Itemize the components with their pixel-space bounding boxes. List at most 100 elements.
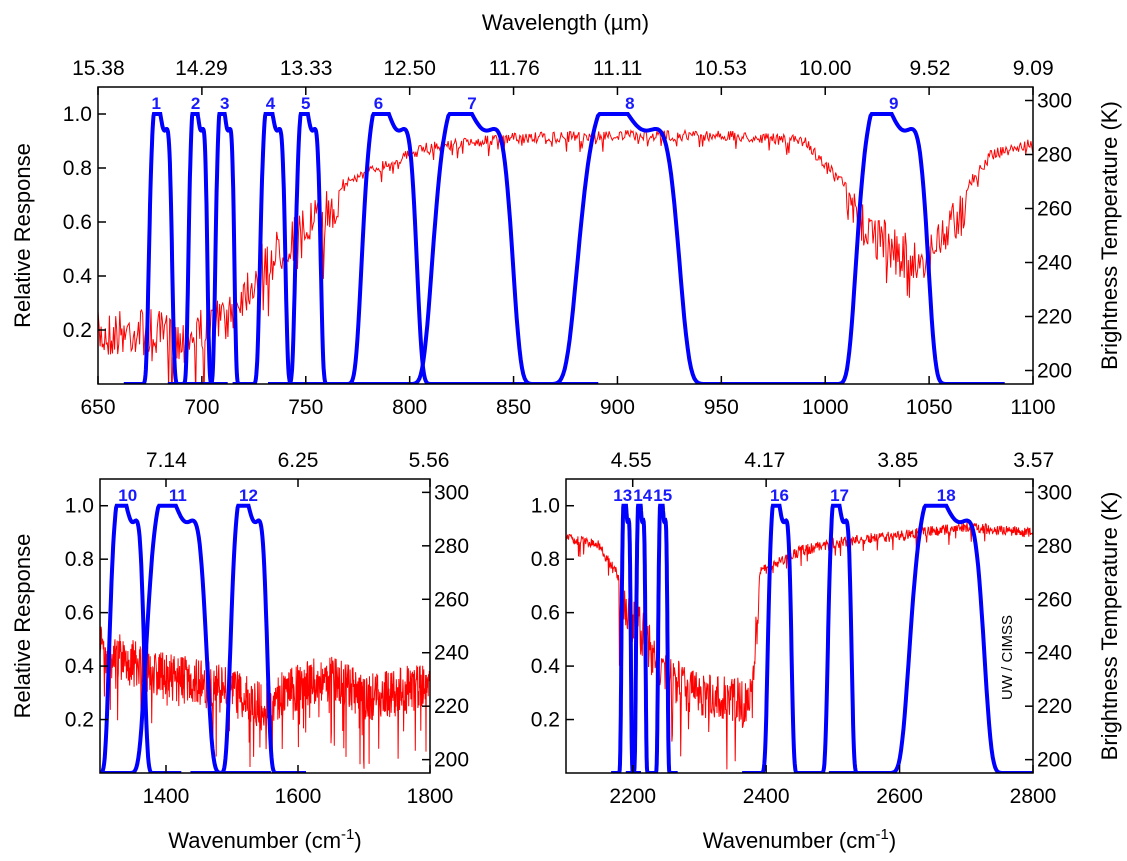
y2-tick-label: 300	[434, 481, 469, 504]
band-8-response-line	[468, 112, 788, 384]
band-4-label: 4	[266, 94, 276, 113]
x-axis-title-close: )	[354, 828, 361, 853]
band-16-label: 16	[770, 486, 789, 505]
x2-tick-label: 4.17	[744, 449, 785, 472]
band-5-label: 5	[301, 94, 310, 113]
x-tick-label: 2200	[609, 785, 656, 808]
band-3-response-line	[194, 112, 255, 384]
band-11-response-line	[100, 503, 271, 773]
y-tick-label: 0.8	[63, 157, 92, 180]
y2-tick-label: 280	[1037, 535, 1072, 558]
y-tick-label: 0.6	[63, 211, 92, 234]
x2-tick-label: 7.14	[146, 449, 187, 472]
band-18-response-line	[828, 503, 1033, 773]
band-9-label: 9	[889, 94, 898, 113]
plot-frame	[97, 86, 1034, 385]
y-tick-label: 0.4	[65, 655, 95, 678]
y-tick-label: 0.2	[63, 319, 92, 342]
y2-tick-label: 300	[1037, 481, 1072, 504]
band-4-response-line	[232, 112, 312, 384]
y2-tick-label: 280	[1037, 144, 1072, 167]
y2-tick-label: 260	[434, 588, 469, 611]
y2-tick-label: 200	[434, 749, 469, 772]
brightness-temperature-line	[100, 626, 430, 769]
x2-tick-label: 15.38	[72, 57, 125, 80]
x2-tick-label: 5.56	[409, 449, 450, 472]
x2-tick-label: 13.33	[280, 57, 333, 80]
panel-bottom-right: 13 14 15 16 17 18 2200 2400 2600 2800 4.55 4.17 3.85…	[531, 449, 1122, 853]
band-6-response-line	[302, 112, 476, 384]
x2-axis-title: Wavelength (µm)	[482, 10, 649, 35]
x-tick-label: 1100	[1010, 396, 1055, 419]
x2-tick-label: 10.00	[799, 57, 852, 80]
x-axis-title-exponent: -1	[341, 826, 354, 843]
x-tick-label: 1000	[802, 396, 849, 419]
band-18-label: 18	[937, 486, 956, 505]
x-tick-label: 1400	[143, 785, 190, 808]
y-tick-label: 0.8	[65, 548, 94, 571]
y2-tick-label: 240	[1037, 642, 1072, 665]
x2-tick-label: 12.50	[383, 57, 436, 80]
x-tick-label: 950	[704, 396, 739, 419]
band-12-response-line	[190, 503, 306, 773]
x2-tick-label: 3.85	[877, 449, 918, 472]
band-3-label: 3	[220, 94, 229, 113]
y2-tick-label: 220	[1037, 695, 1072, 718]
y-axis-title: Relative Response	[10, 534, 35, 719]
y-tick-label: 0.6	[531, 602, 560, 625]
x2-tick-label: 11.76	[489, 57, 540, 80]
band-13-response-line	[611, 503, 641, 773]
credit-text: UW / CIMSS	[999, 615, 1016, 700]
band-17-label: 17	[830, 486, 849, 505]
band-17-response-line	[802, 503, 877, 773]
band-10-label: 10	[118, 486, 137, 505]
x-tick-label: 800	[392, 396, 427, 419]
panel-top: 1 2 3 4 5 6 7 8 9 650 700 750 800 850 900 950 1000 1050 11…	[10, 10, 1122, 419]
band-2-response-line	[167, 112, 228, 384]
y2-tick-label: 300	[1037, 90, 1072, 113]
band-13-label: 13	[613, 486, 632, 505]
x-tick-label: 850	[496, 396, 531, 419]
plot-frame	[565, 478, 1034, 774]
band-2-label: 2	[191, 94, 200, 113]
y2-tick-label: 220	[1037, 306, 1072, 329]
panel-bottom-left: 10 11 12 1400 1600 1800 7.14 6.25 5.56 0.2 0.4 0.6 0…	[10, 449, 469, 853]
x2-tick-label: 3.57	[1013, 449, 1054, 472]
y-axis-title: Relative Response	[10, 143, 35, 328]
y-tick-label: 0.8	[531, 548, 560, 571]
band-7-response-line	[345, 112, 599, 384]
band-9-response-line	[778, 112, 1005, 384]
y2-tick-label: 260	[1037, 198, 1072, 221]
x-tick-label: 1800	[407, 785, 454, 808]
x2-tick-label: 9.52	[910, 57, 951, 80]
band-15-response-line	[647, 503, 678, 773]
y2-tick-label: 260	[1037, 588, 1072, 611]
plot-frame	[99, 478, 431, 774]
band-8-label: 8	[625, 94, 634, 113]
y-tick-label: 1.0	[531, 495, 560, 518]
y2-tick-label: 200	[1037, 749, 1072, 772]
y-tick-label: 0.2	[531, 709, 560, 732]
band-6-label: 6	[374, 94, 383, 113]
y2-tick-label: 240	[1037, 252, 1072, 275]
x-tick-label: 2600	[876, 785, 923, 808]
y2-axis-title: Brightness Temperature (K)	[1097, 492, 1122, 761]
x2-tick-label: 11.11	[593, 57, 642, 80]
x-tick-label: 750	[288, 396, 323, 419]
x-tick-label: 2400	[743, 785, 790, 808]
x-tick-label: 650	[80, 396, 115, 419]
y2-tick-label: 240	[434, 642, 469, 665]
x-tick-label: 1050	[906, 396, 953, 419]
band-14-response-line	[625, 503, 656, 773]
y-tick-label: 0.2	[65, 709, 94, 732]
y-tick-label: 1.0	[65, 495, 94, 518]
y-tick-label: 0.4	[531, 655, 561, 678]
y2-tick-label: 200	[1037, 360, 1072, 383]
x2-tick-label: 6.25	[278, 449, 319, 472]
band-12-label: 12	[239, 486, 258, 505]
band-14-label: 14	[633, 486, 652, 505]
band-7-label: 7	[467, 94, 476, 113]
band-11-label: 11	[169, 486, 187, 505]
band-10-response-line	[100, 503, 182, 773]
